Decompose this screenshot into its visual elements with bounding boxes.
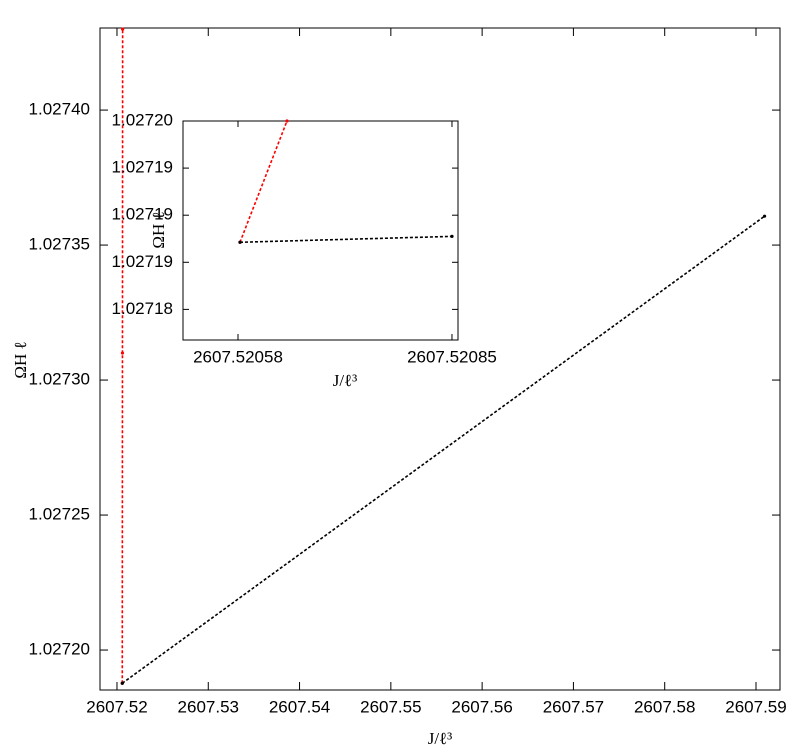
- data-point: [238, 240, 242, 244]
- x-tick-label: 2607.52058: [193, 347, 283, 366]
- data-line: [121, 215, 766, 684]
- y-tick-label: 1.02730: [29, 370, 90, 389]
- x-tick-label: 2607.53: [178, 697, 239, 716]
- y-tick-label: 1.02740: [29, 100, 90, 119]
- x-tick-label: 2607.56: [451, 697, 512, 716]
- data-point: [120, 351, 125, 355]
- y-axis-label: ΩH ℓ: [149, 211, 168, 248]
- y-tick-label: 1.02735: [29, 235, 90, 254]
- data-point: [120, 681, 124, 685]
- data-line: [239, 120, 288, 243]
- data-point: [121, 27, 125, 31]
- x-tick-label: 2607.52: [86, 697, 147, 716]
- data-point: [285, 119, 289, 123]
- x-axis-label: J/ℓ³: [333, 371, 358, 390]
- y-tick-label: 1.02719: [112, 205, 173, 224]
- y-axis-label: ΩH ℓ: [11, 341, 30, 378]
- chart-panel: 2607.52058 2607.52085 1.02718 1.02719 1.0271…: [112, 110, 497, 389]
- y-tick-label: 1.02720: [29, 640, 90, 659]
- data-point: [450, 234, 454, 238]
- x-tick-label: 2607.58: [634, 697, 695, 716]
- x-tick-label: 2607.54: [269, 697, 330, 716]
- y-tick-label: 1.02719: [112, 252, 173, 271]
- y-tick-label: 1.02719: [112, 158, 173, 177]
- x-axis-label: J/ℓ³: [428, 729, 453, 748]
- x-tick-label: 2607.52085: [407, 347, 497, 366]
- plot-frame: [182, 120, 459, 341]
- x-tick-label: 2607.55: [360, 697, 421, 716]
- data-line: [239, 235, 452, 244]
- y-tick-label: 1.02718: [112, 299, 173, 318]
- data-point: [762, 214, 767, 218]
- x-tick-label: 2607.57: [543, 697, 604, 716]
- y-tick-label: 1.02720: [112, 110, 173, 129]
- x-tick-label: 2607.59: [725, 697, 786, 716]
- y-tick-label: 1.02725: [29, 505, 90, 524]
